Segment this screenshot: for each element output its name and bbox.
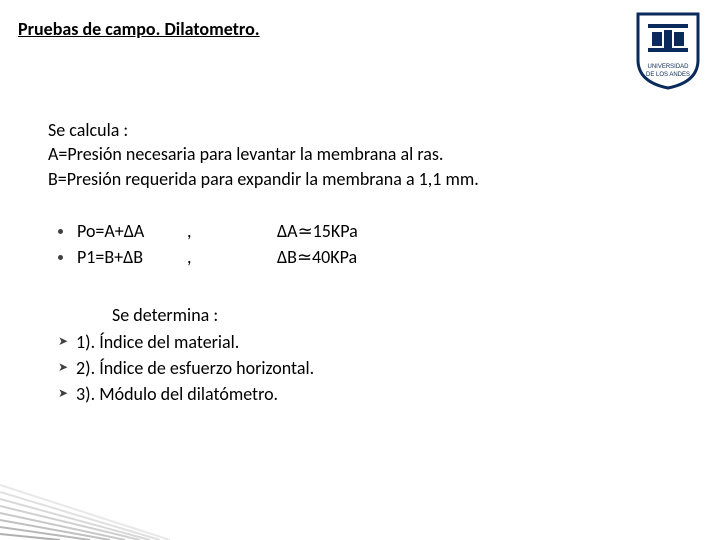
intro-block: Se calcula : A=Presión necesaria para le… <box>48 118 672 191</box>
logo-text: UNIVERSIDAD <box>647 64 689 70</box>
intro-line: B=Presión requerida para expandir la mem… <box>48 167 672 191</box>
equation-row: Po=A+ΔA , ΔA≃15KPa <box>58 219 672 243</box>
determines-item: 2). Índice de esfuerzo horizontal. <box>76 356 314 380</box>
arrow-right-icon: ➤ <box>58 334 76 350</box>
determines-row: ➤ 1). Índice del material. <box>58 330 672 354</box>
slide-title: Pruebas de campo. Dilatometro. <box>18 18 260 40</box>
equation-sep: , <box>187 245 277 269</box>
equation-row: P1=B+ΔB , ΔB≃40KPa <box>58 245 672 269</box>
corner-decoration-icon <box>0 480 180 540</box>
equation-right: ΔB≃40KPa <box>277 245 357 269</box>
logo-text-2: DE LOS ANDES <box>646 72 690 78</box>
equations-block: Po=A+ΔA , ΔA≃15KPa P1=B+ΔB , ΔB≃40KPa <box>58 219 672 270</box>
arrow-right-icon: ➤ <box>58 360 76 376</box>
intro-line: A=Presión necesaria para levantar la mem… <box>48 142 672 166</box>
determines-item: 1). Índice del material. <box>76 330 239 354</box>
university-logo: UNIVERSIDAD DE LOS ANDES <box>634 10 702 90</box>
equation-left: Po=A+ΔA <box>77 219 187 243</box>
equation-left: P1=B+ΔB <box>77 245 187 269</box>
intro-line: Se calcula : <box>48 118 672 142</box>
determines-block: Se determina : ➤ 1). Índice del material… <box>58 303 672 406</box>
bullet-dot-icon <box>58 255 63 260</box>
bullet-dot-icon <box>58 229 63 234</box>
determines-row: ➤ 3). Módulo del dilatómetro. <box>58 382 672 406</box>
slide-body: Se calcula : A=Presión necesaria para le… <box>48 118 672 409</box>
determines-row: ➤ 2). Índice de esfuerzo horizontal. <box>58 356 672 380</box>
equation-right: ΔA≃15KPa <box>277 219 358 243</box>
determines-heading: Se determina : <box>112 303 672 327</box>
equation-sep: , <box>187 219 277 243</box>
arrow-right-icon: ➤ <box>58 386 76 402</box>
determines-item: 3). Módulo del dilatómetro. <box>76 382 278 406</box>
